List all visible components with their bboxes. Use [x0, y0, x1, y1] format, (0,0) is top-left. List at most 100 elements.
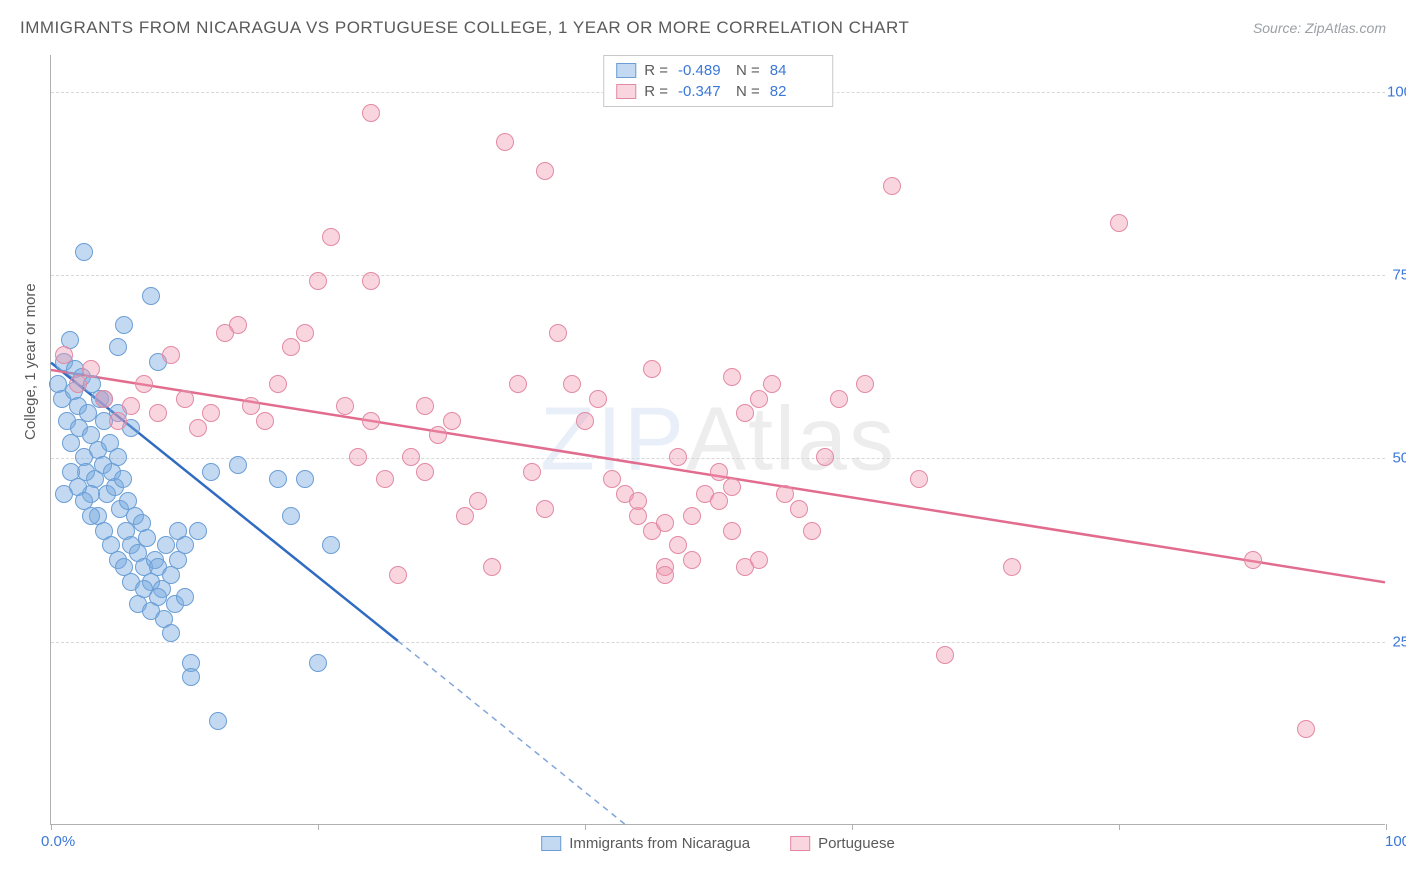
x-axis-min-label: 0.0%: [41, 833, 75, 850]
scatter-point-series-1: [883, 177, 901, 195]
scatter-point-series-1: [322, 228, 340, 246]
scatter-point-series-1: [135, 375, 153, 393]
scatter-point-series-0: [82, 507, 100, 525]
scatter-point-series-0: [189, 522, 207, 540]
scatter-point-series-0: [282, 507, 300, 525]
trend-lines: [51, 55, 1385, 824]
scatter-point-series-0: [149, 588, 167, 606]
scatter-point-series-1: [803, 522, 821, 540]
trend-line-ext-series-0: [398, 641, 625, 824]
scatter-point-series-1: [296, 324, 314, 342]
scatter-point-series-1: [269, 375, 287, 393]
legend-bottom-swatch-1: [790, 836, 810, 851]
scatter-point-series-1: [149, 404, 167, 422]
scatter-point-series-1: [122, 397, 140, 415]
scatter-point-series-1: [376, 470, 394, 488]
scatter-point-series-1: [736, 404, 754, 422]
scatter-point-series-1: [936, 646, 954, 664]
scatter-point-series-0: [229, 456, 247, 474]
scatter-point-series-1: [830, 390, 848, 408]
scatter-point-series-1: [816, 448, 834, 466]
scatter-point-series-1: [443, 412, 461, 430]
scatter-point-series-0: [309, 654, 327, 672]
scatter-point-series-1: [349, 448, 367, 466]
scatter-point-series-1: [389, 566, 407, 584]
scatter-point-series-1: [256, 412, 274, 430]
legend-series-names: Immigrants from Nicaragua Portuguese: [541, 835, 895, 852]
scatter-point-series-0: [176, 588, 194, 606]
scatter-point-series-1: [669, 448, 687, 466]
y-tick-label: 100.0%: [1387, 83, 1406, 100]
x-tick: [585, 824, 586, 830]
scatter-point-series-1: [683, 507, 701, 525]
scatter-point-series-0: [114, 470, 132, 488]
scatter-point-series-1: [563, 375, 581, 393]
chart-plot-area: ZIPAtlas 25.0%50.0%75.0%100.0% 0.0% 100.…: [50, 55, 1385, 825]
scatter-point-series-0: [142, 287, 160, 305]
scatter-point-series-1: [629, 492, 647, 510]
scatter-point-series-1: [750, 551, 768, 569]
x-tick: [51, 824, 52, 830]
scatter-point-series-0: [176, 536, 194, 554]
legend-correlation: R = -0.489 N = 84 R = -0.347 N = 82: [603, 55, 833, 107]
legend-n-value-0: 84: [770, 62, 820, 79]
scatter-point-series-1: [109, 412, 127, 430]
scatter-point-series-1: [776, 485, 794, 503]
scatter-point-series-1: [523, 463, 541, 481]
x-tick: [318, 824, 319, 830]
scatter-point-series-1: [162, 346, 180, 364]
scatter-point-series-1: [1003, 558, 1021, 576]
scatter-point-series-0: [162, 624, 180, 642]
scatter-point-series-1: [242, 397, 260, 415]
scatter-point-series-1: [603, 470, 621, 488]
legend-r-value-0: -0.489: [678, 62, 728, 79]
scatter-point-series-1: [1110, 214, 1128, 232]
scatter-point-series-1: [723, 478, 741, 496]
y-tick-label: 50.0%: [1387, 450, 1406, 467]
scatter-point-series-0: [138, 529, 156, 547]
x-tick: [1119, 824, 1120, 830]
scatter-point-series-1: [483, 558, 501, 576]
legend-bottom-label-0: Immigrants from Nicaragua: [569, 835, 750, 852]
legend-swatch-0: [616, 63, 636, 78]
scatter-point-series-1: [856, 375, 874, 393]
legend-row-series-0: R = -0.489 N = 84: [616, 60, 820, 81]
scatter-point-series-0: [75, 243, 93, 261]
scatter-point-series-0: [202, 463, 220, 481]
scatter-point-series-1: [362, 272, 380, 290]
scatter-point-series-1: [309, 272, 327, 290]
scatter-point-series-0: [182, 668, 200, 686]
gridline: [51, 275, 1385, 276]
legend-bottom-item-0: Immigrants from Nicaragua: [541, 835, 750, 852]
scatter-point-series-0: [269, 470, 287, 488]
scatter-point-series-1: [750, 390, 768, 408]
scatter-point-series-1: [416, 463, 434, 481]
scatter-point-series-1: [576, 412, 594, 430]
scatter-point-series-1: [643, 360, 661, 378]
scatter-point-series-0: [296, 470, 314, 488]
scatter-point-series-1: [710, 492, 728, 510]
scatter-point-series-1: [362, 412, 380, 430]
scatter-point-series-1: [910, 470, 928, 488]
scatter-point-series-1: [790, 500, 808, 518]
gridline: [51, 642, 1385, 643]
y-tick-label: 75.0%: [1387, 267, 1406, 284]
scatter-point-series-1: [763, 375, 781, 393]
gridline: [51, 458, 1385, 459]
scatter-point-series-1: [496, 133, 514, 151]
scatter-point-series-1: [202, 404, 220, 422]
scatter-point-series-1: [282, 338, 300, 356]
scatter-point-series-1: [683, 551, 701, 569]
scatter-point-series-1: [69, 375, 87, 393]
legend-row-series-1: R = -0.347 N = 82: [616, 81, 820, 102]
scatter-point-series-1: [95, 390, 113, 408]
scatter-point-series-1: [1244, 551, 1262, 569]
scatter-point-series-1: [549, 324, 567, 342]
legend-r-label-0: R =: [644, 62, 668, 79]
scatter-point-series-1: [536, 162, 554, 180]
y-axis-label: College, 1 year or more: [22, 283, 39, 440]
scatter-point-series-1: [429, 426, 447, 444]
scatter-point-series-1: [656, 566, 674, 584]
legend-n-label-0: N =: [736, 62, 760, 79]
legend-r-value-1: -0.347: [678, 83, 728, 100]
